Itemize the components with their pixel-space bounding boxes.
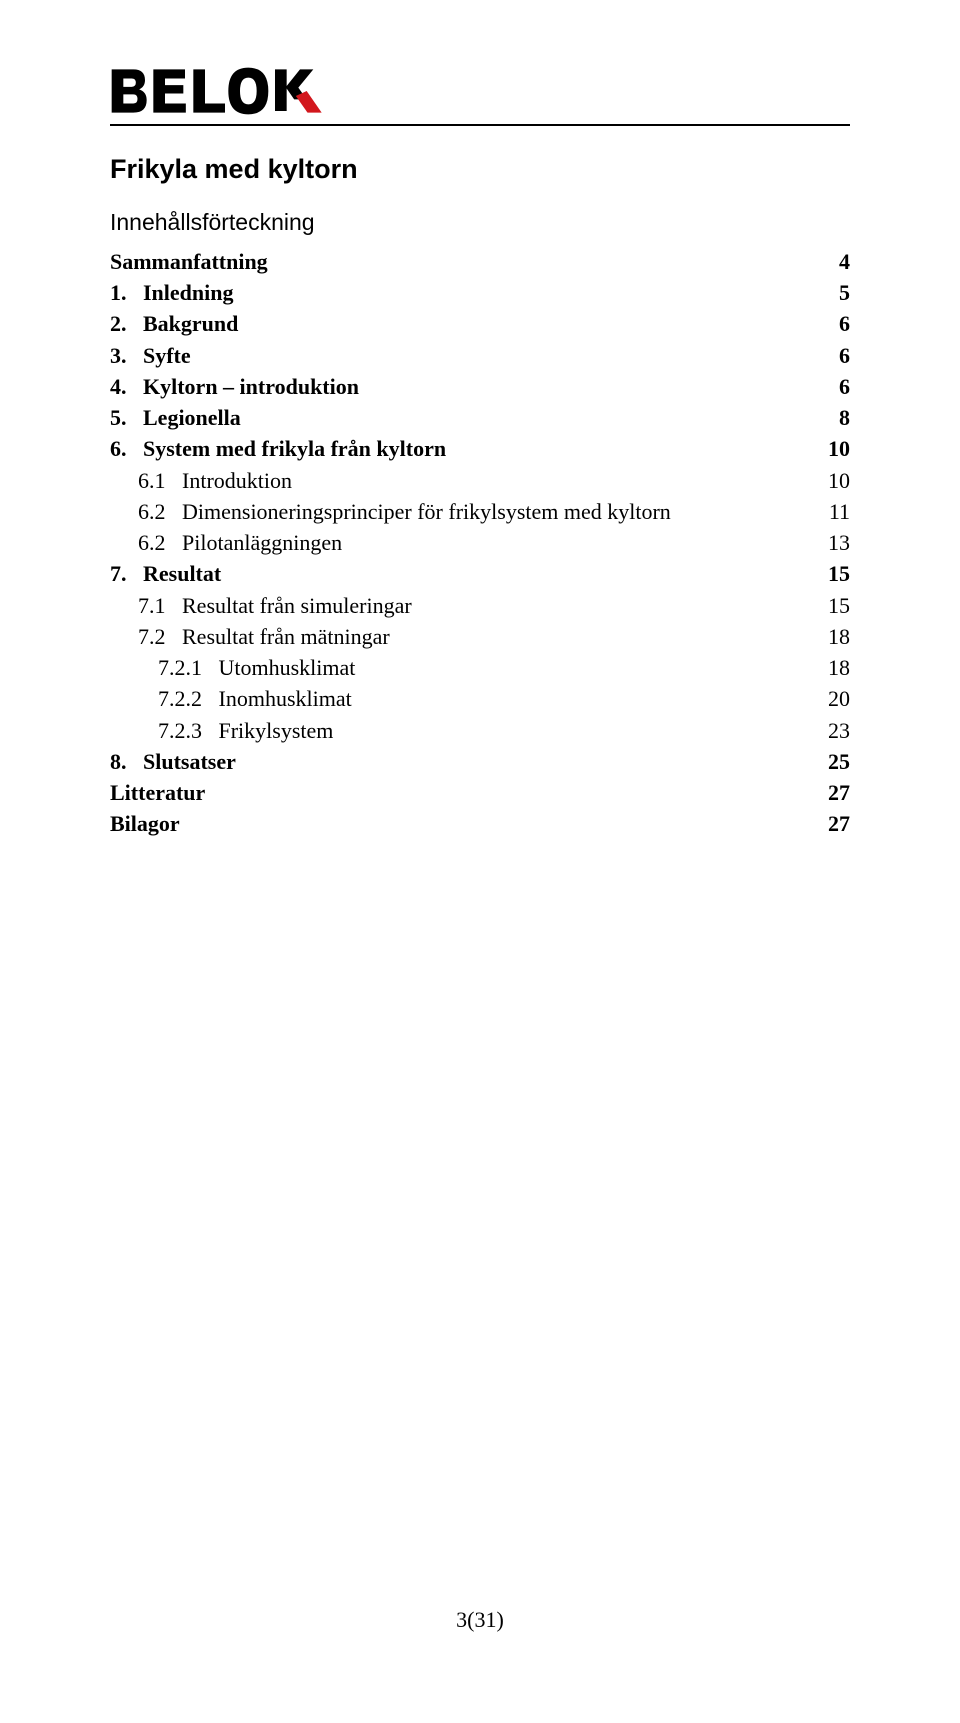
toc-label: 2. Bakgrund (110, 308, 238, 339)
document-title: Frikyla med kyltorn (110, 154, 850, 185)
toc-page-number: 23 (812, 715, 850, 746)
toc-label: 7. Resultat (110, 558, 221, 589)
toc-page-number: 25 (812, 746, 850, 777)
toc-label: 4. Kyltorn – introduktion (110, 371, 359, 402)
toc-page-number: 15 (812, 590, 850, 621)
toc-label: 6.1 Introduktion (110, 465, 292, 496)
toc-page-number: 4 (823, 246, 850, 277)
toc-page-number: 10 (812, 465, 850, 496)
toc-label: 7.2.3 Frikylsystem (110, 715, 333, 746)
toc-page-number: 11 (813, 496, 850, 527)
toc-label: 6.2 Dimensioneringsprinciper för frikyls… (110, 496, 671, 527)
toc-row: Litteratur 27 (110, 777, 850, 808)
toc-page-number: 27 (812, 808, 850, 839)
toc-row: 1. Inledning 5 (110, 277, 850, 308)
logo (110, 66, 850, 116)
toc-row: 7.1 Resultat från simuleringar 15 (110, 590, 850, 621)
toc-page-number: 5 (823, 277, 850, 308)
toc-label: Bilagor (110, 808, 180, 839)
toc-label: Sammanfattning (110, 246, 268, 277)
toc-row: 4. Kyltorn – introduktion 6 (110, 371, 850, 402)
toc-heading: Innehållsförteckning (110, 209, 850, 236)
toc-row: 5. Legionella 8 (110, 402, 850, 433)
toc-page-number: 8 (823, 402, 850, 433)
toc-page-number: 13 (812, 527, 850, 558)
toc-row: 7.2.1 Utomhusklimat 18 (110, 652, 850, 683)
toc-row: Sammanfattning 4 (110, 246, 850, 277)
toc-page-number: 27 (812, 777, 850, 808)
toc-row: 7. Resultat 15 (110, 558, 850, 589)
belok-logo (110, 66, 343, 116)
toc-row: 7.2 Resultat från mätningar 18 (110, 621, 850, 652)
toc-row: 6.2 Dimensioneringsprinciper för frikyls… (110, 496, 850, 527)
toc-label: 8. Slutsatser (110, 746, 236, 777)
toc-label: 7.2.2 Inomhusklimat (110, 683, 352, 714)
toc-label: 1. Inledning (110, 277, 234, 308)
toc-row: 7.2.3 Frikylsystem 23 (110, 715, 850, 746)
toc-row: 8. Slutsatser 25 (110, 746, 850, 777)
toc-row: Bilagor 27 (110, 808, 850, 839)
toc-page-number: 6 (823, 340, 850, 371)
toc-row: 3. Syfte 6 (110, 340, 850, 371)
toc-label: 6.2 Pilotanläggningen (110, 527, 342, 558)
toc-label: 7.2 Resultat från mätningar (110, 621, 390, 652)
toc-page-number: 18 (812, 621, 850, 652)
toc-row: 7.2.2 Inomhusklimat 20 (110, 683, 850, 714)
toc-row: 6.2 Pilotanläggningen 13 (110, 527, 850, 558)
toc-page-number: 18 (812, 652, 850, 683)
toc-label: 7.2.1 Utomhusklimat (110, 652, 355, 683)
page-footer: 3(31) (0, 1607, 960, 1633)
toc-label: 6. System med frikyla från kyltorn (110, 433, 446, 464)
toc-row: 2. Bakgrund 6 (110, 308, 850, 339)
toc-page-number: 6 (823, 308, 850, 339)
table-of-contents: Sammanfattning 4 1. Inledning 5 2. Bakgrund 6… (110, 246, 850, 839)
toc-label: 3. Syfte (110, 340, 191, 371)
toc-label: 7.1 Resultat från simuleringar (110, 590, 412, 621)
header-rule (110, 124, 850, 126)
toc-label: 5. Legionella (110, 402, 241, 433)
toc-row: 6. System med frikyla från kyltorn 10 (110, 433, 850, 464)
toc-label: Litteratur (110, 777, 205, 808)
toc-page-number: 6 (823, 371, 850, 402)
toc-row: 6.1 Introduktion 10 (110, 465, 850, 496)
toc-page-number: 10 (812, 433, 850, 464)
toc-page-number: 15 (812, 558, 850, 589)
toc-page-number: 20 (812, 683, 850, 714)
